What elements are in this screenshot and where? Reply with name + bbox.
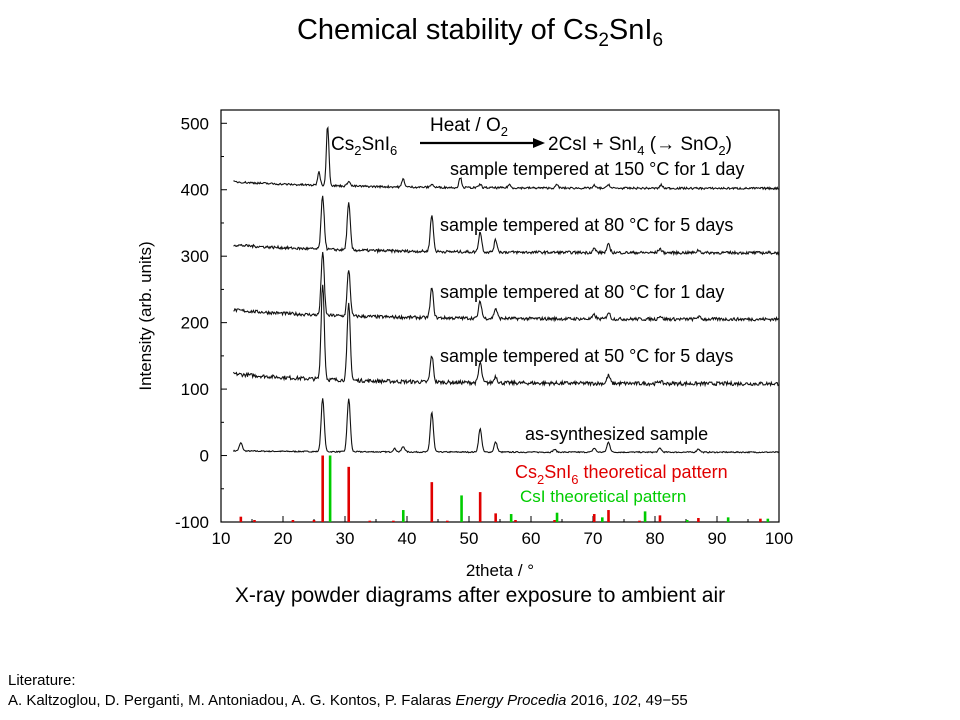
title-subscript-6: 6 [652,29,664,51]
series-line [233,126,779,191]
y-tick-label: 500 [181,114,209,133]
title-mid: SnI [608,14,653,46]
y-tick-label: -100 [175,513,209,532]
series-line [232,284,779,388]
x-tick-label: 60 [522,529,541,548]
y-tick-label: 100 [181,380,209,399]
literature-citation: A. Kaltzoglou, D. Perganti, M. Antoniado… [8,692,688,709]
citation-year: 2016, [566,692,613,709]
reaction-reactant: Cs2SnI6 [331,134,397,158]
series-label: sample tempered at 80 °C for 1 day [440,282,724,302]
y-tick-label: 400 [181,181,209,200]
legend-csi: CsI theoretical pattern [520,487,686,506]
series-line [233,195,780,256]
series-label: sample tempered at 80 °C for 5 days [440,215,733,235]
citation-pages: , 49−55 [637,692,688,709]
series-line [232,398,780,454]
series-label: as-synthesized sample [525,424,708,444]
reaction-arrow-label: Heat / O2 [430,115,508,139]
x-tick-label: 100 [765,529,793,548]
title-subscript-2: 2 [598,29,609,51]
x-tick-label: 50 [460,529,479,548]
reaction-products: 2CsI + SnI4 (→ SnO2) [548,134,732,158]
figure-caption: X-ray powder diagrams after exposure to … [234,584,726,607]
x-tick-label: 20 [274,529,293,548]
x-tick-label: 40 [398,529,417,548]
series-label: sample tempered at 150 °C for 1 day [450,159,744,179]
literature-label: Literature: [8,672,76,689]
y-axis-label: Intensity (arb. units) [136,241,155,390]
x-tick-label: 10 [212,529,231,548]
x-tick-label: 30 [336,529,355,548]
y-tick-label: 200 [181,314,209,333]
x-tick-label: 90 [708,529,727,548]
series-label: sample tempered at 50 °C for 5 days [440,346,733,366]
x-axis-label: 2theta / ° [466,561,534,580]
reaction-arrowhead [533,138,545,148]
y-tick-label: 300 [181,247,209,266]
x-tick-label: 80 [646,529,665,548]
citation-volume: 102 [612,692,638,709]
title-main: Chemical stability of Cs [296,14,599,46]
y-tick-label: 0 [200,447,209,466]
series-line [233,251,780,323]
x-tick-label: 70 [584,529,603,548]
citation-authors: A. Kaltzoglou, D. Perganti, M. Antoniado… [8,692,456,709]
legend-cs2sni6: Cs2SnI6 theoretical pattern [515,462,728,487]
xrd-chart: 10 20 30 40 50 60 70 80 90 100 -100 0 100 200 300 400 50… [136,109,793,580]
slide-title: Chemical stability of Cs2SnI6 [0,14,960,52]
citation-journal: Energy Procedia [455,692,567,709]
